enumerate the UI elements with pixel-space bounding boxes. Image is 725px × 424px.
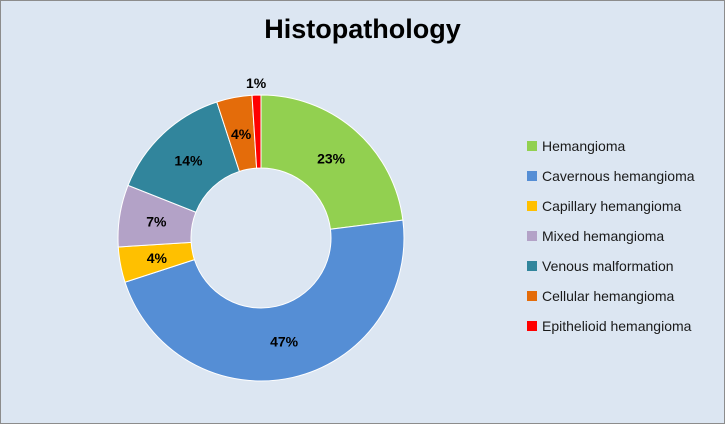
legend-label: Cellular hemangioma: [542, 288, 675, 304]
legend-label: Cavernous hemangioma: [542, 168, 695, 184]
legend-swatch: [527, 201, 537, 211]
legend-swatch: [527, 291, 537, 301]
data-label-mixed-hemangioma: 7%: [146, 213, 167, 229]
chart-title: Histopathology: [264, 14, 461, 44]
legend-swatch: [527, 321, 537, 331]
legend-swatch: [527, 231, 537, 241]
legend-swatch: [527, 171, 537, 181]
legend-swatch: [527, 141, 537, 151]
slice-hemangioma: [260, 94, 404, 230]
data-label-capillary-hemangioma: 4%: [147, 250, 168, 266]
slice-epithelioid-hemangioma: [251, 94, 262, 169]
legend-label: Mixed hemangioma: [542, 228, 665, 244]
data-label-cavernous-hemangioma: 47%: [270, 333, 299, 349]
data-label-cellular-hemangioma: 4%: [231, 126, 252, 142]
legend-label: Hemangioma: [542, 138, 626, 154]
slice-cavernous-hemangioma: [124, 219, 405, 382]
data-label-venous-malformation: 14%: [174, 153, 203, 169]
legend-swatch: [527, 261, 537, 271]
data-label-epithelioid-hemangioma: 1%: [246, 75, 267, 91]
legend-label: Capillary hemangioma: [542, 198, 682, 214]
legend-label: Epithelioid hemangioma: [542, 318, 692, 334]
data-label-hemangioma: 23%: [317, 150, 346, 166]
legend-label: Venous malformation: [542, 258, 674, 274]
